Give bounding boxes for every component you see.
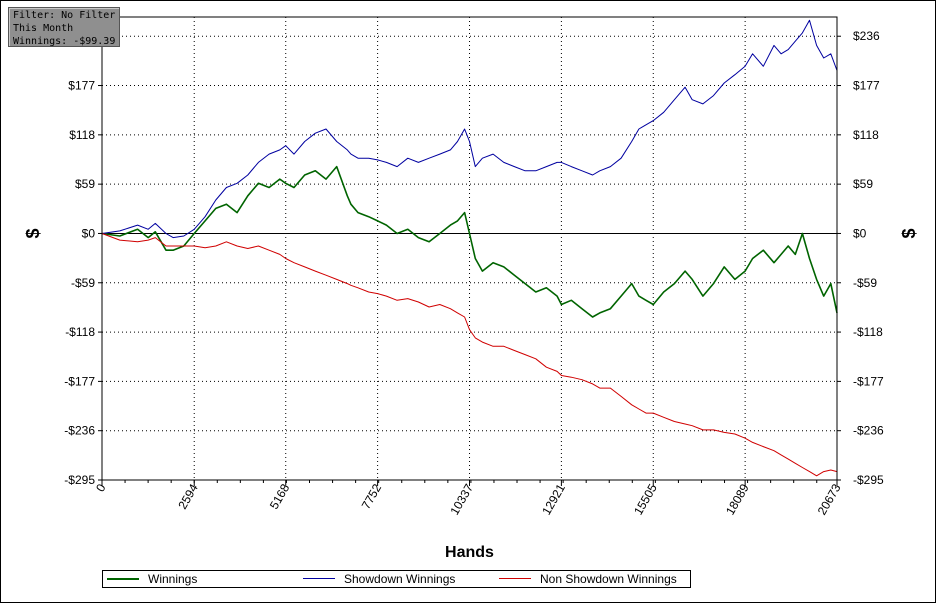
legend-label-showdown-winnings: Showdown Winnings xyxy=(344,572,456,586)
y-tick-label-left: $59 xyxy=(75,177,95,191)
y-tick-label-right: $118 xyxy=(853,128,879,142)
y-tick-label-left: -$118 xyxy=(65,325,95,339)
legend-label-winnings: Winnings xyxy=(148,572,198,586)
x-tick-label: 12921 xyxy=(539,481,568,517)
x-tick-label: 18089 xyxy=(723,481,752,517)
x-tick-label: 15505 xyxy=(631,481,660,517)
chart-legend: Winnings Showdown Winnings Non Showdown … xyxy=(102,570,691,588)
legend-swatch-winnings xyxy=(107,578,139,580)
y-axis-title-left: $ xyxy=(23,228,43,238)
series-line-winnings xyxy=(101,165,838,318)
filter-label: Filter: No Filter xyxy=(13,10,116,21)
legend-label-non-showdown-winnings: Non Showdown Winnings xyxy=(540,572,677,586)
y-tick-label-right: -$295 xyxy=(853,473,884,487)
x-axis-title: Hands xyxy=(445,544,494,561)
y-tick-label-right: -$236 xyxy=(853,424,884,438)
legend-swatch-non-showdown-winnings xyxy=(499,578,531,579)
series-line-showdown-winnings xyxy=(101,19,838,239)
y-tick-label-right: -$177 xyxy=(853,374,884,388)
y-tick-label-left: -$236 xyxy=(64,424,95,438)
x-tick-label: 20673 xyxy=(815,481,844,517)
y-tick-label-left: -$295 xyxy=(64,473,95,487)
y-tick-label-right: -$118 xyxy=(853,325,883,339)
y-tick-label-right: $0 xyxy=(853,226,867,240)
y-tick-label-left: $177 xyxy=(68,79,95,93)
y-axis-title-right: $ xyxy=(899,228,919,238)
x-tick-label: 7752 xyxy=(359,481,385,511)
y-tick-label-left: -$177 xyxy=(64,374,95,388)
x-tick-label: 0 xyxy=(93,481,109,494)
y-tick-label-right: $59 xyxy=(853,177,873,191)
y-tick-label-right: -$59 xyxy=(853,276,877,290)
filter-info-box: Filter: No Filter This Month Winnings: -… xyxy=(8,7,120,47)
y-tick-label-right: $177 xyxy=(853,79,880,93)
y-tick-label-right: $236 xyxy=(853,29,880,43)
y-tick-label-left: $0 xyxy=(82,226,96,240)
x-tick-label: 10337 xyxy=(447,481,476,517)
y-tick-label-left: -$59 xyxy=(71,276,95,290)
legend-swatch-showdown-winnings xyxy=(303,578,335,579)
winnings-total-label: Winnings: -$99.39 xyxy=(13,36,116,47)
x-tick-label: 2594 xyxy=(175,481,201,511)
series-line-non-showdown-winnings xyxy=(101,233,838,477)
period-label: This Month xyxy=(13,23,74,34)
y-tick-label-left: $118 xyxy=(69,128,95,142)
plot-area xyxy=(102,17,837,480)
x-tick-label: 5168 xyxy=(267,481,293,511)
